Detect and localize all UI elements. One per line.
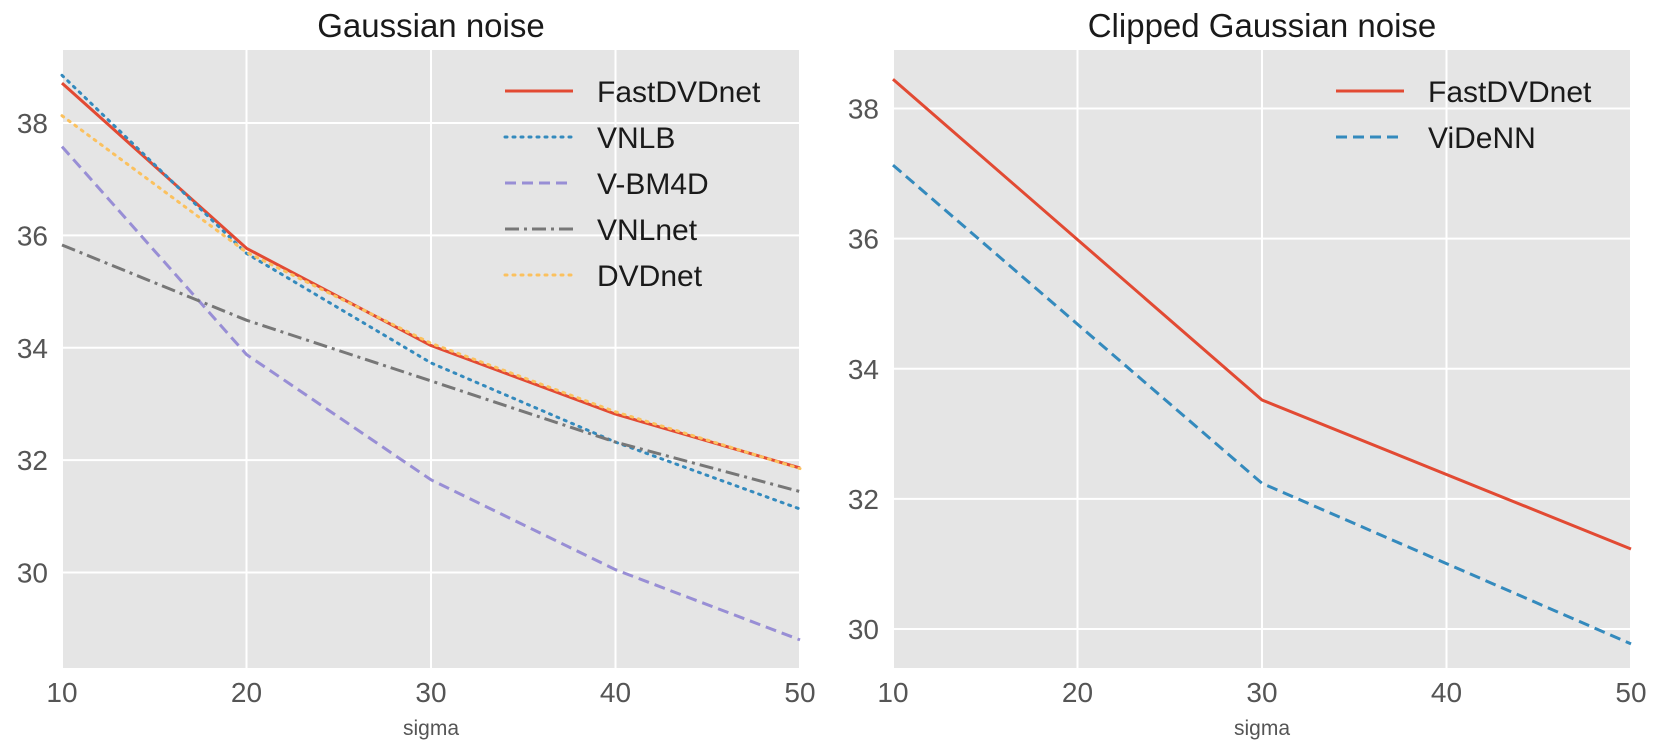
- x-tick-label: 10: [46, 677, 77, 708]
- y-tick-label: 32: [848, 484, 879, 515]
- y-tick-label: 30: [848, 614, 879, 645]
- y-tick-label: 36: [848, 224, 879, 255]
- legend-label: FastDVDnet: [597, 76, 761, 109]
- y-tick-label: 32: [17, 445, 48, 476]
- legend: FastDVDnet ViDeNN: [1336, 76, 1592, 155]
- y-tick-label: 34: [17, 333, 48, 364]
- legend-label: V-BM4D: [597, 168, 709, 201]
- legend-label: ViDeNN: [1428, 122, 1536, 155]
- series-line-videnn: [892, 163, 1632, 646]
- x-tick-label: 50: [1615, 677, 1646, 708]
- y-tick-label: 38: [848, 94, 879, 125]
- x-tick-label: 40: [1431, 677, 1462, 708]
- series-line-dvdnet: [60, 114, 802, 471]
- chart-title: Clipped Gaussian noise: [1088, 7, 1437, 44]
- panel-gaussian-noise: 10 20 30 40 50 30 32 34 36 38 Gaussian noise sigma F…: [17, 7, 816, 740]
- legend-label: VNLB: [597, 122, 675, 155]
- legend-label: FastDVDnet: [1428, 76, 1592, 109]
- legend: FastDVDnet VNLB V-BM4D VNLnet DVDnet: [503, 76, 761, 293]
- legend-label: VNLnet: [597, 214, 698, 247]
- y-tick-label: 30: [17, 557, 48, 588]
- x-tick-label: 20: [1062, 677, 1093, 708]
- x-axis-label: sigma: [403, 717, 459, 740]
- y-tick-label: 34: [848, 354, 879, 385]
- panel-clipped-gaussian-noise: 10 20 30 40 50 30 32 34 36 38 Clipped Gaussian noi…: [848, 7, 1647, 740]
- y-tick-label: 38: [17, 108, 48, 139]
- x-tick-label: 20: [231, 677, 262, 708]
- x-tick-label: 40: [600, 677, 631, 708]
- x-axis-label: sigma: [1234, 717, 1290, 740]
- x-tick-label: 50: [784, 677, 815, 708]
- x-tick-label: 10: [877, 677, 908, 708]
- series-line-v-bm4d: [60, 145, 801, 642]
- series-line-vnlb: [60, 73, 802, 511]
- legend-label: DVDnet: [597, 260, 703, 293]
- series-line-vnlnet: [61, 243, 801, 494]
- series-line-fastdvdnet: [892, 78, 1632, 551]
- y-tick-label: 36: [17, 220, 48, 251]
- x-tick-label: 30: [415, 677, 446, 708]
- x-tick-label: 30: [1246, 677, 1277, 708]
- chart-title: Gaussian noise: [317, 7, 544, 44]
